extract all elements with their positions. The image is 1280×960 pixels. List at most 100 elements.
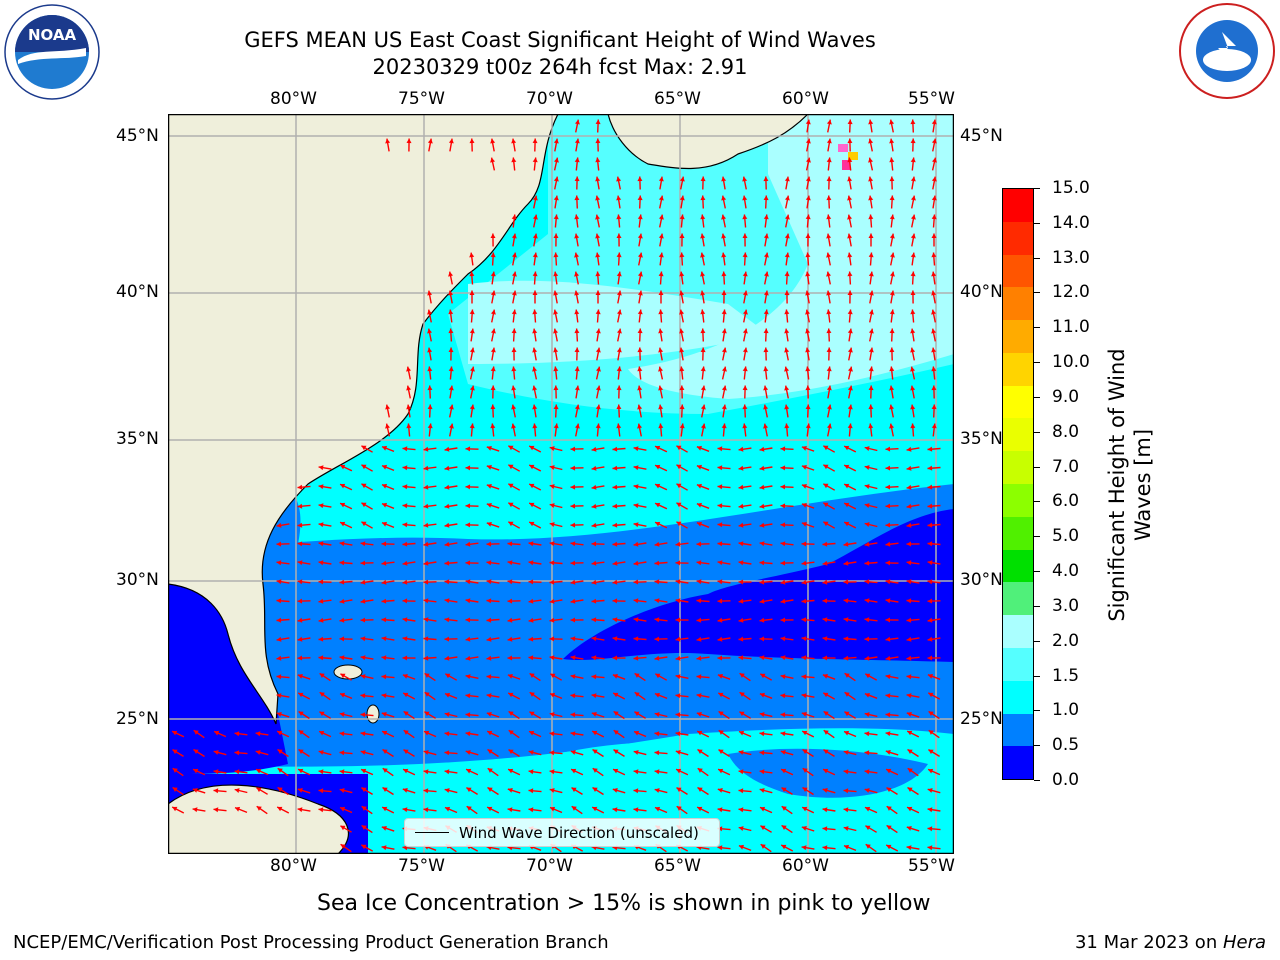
wind-wave-arrowhead xyxy=(928,692,934,698)
colorbar-tick-label: 2.0 xyxy=(1052,630,1080,651)
wind-wave-arrowhead xyxy=(738,446,744,452)
wind-wave-arrowhead xyxy=(717,617,723,623)
wind-wave-arrowhead xyxy=(340,806,346,812)
wind-wave-arrowhead xyxy=(889,138,895,144)
colorbar-tick-mark xyxy=(1034,710,1040,712)
wind-wave-arrowhead xyxy=(591,674,597,680)
wind-wave-arrowhead xyxy=(910,347,916,353)
wind-wave-arrowhead xyxy=(318,617,324,623)
wind-wave-arrowhead xyxy=(637,214,643,220)
wind-wave-arrowhead xyxy=(868,138,874,144)
wind-wave-arrowhead xyxy=(864,503,870,508)
wind-wave-arrowhead xyxy=(885,446,891,452)
wind-wave-arrowhead xyxy=(570,522,576,528)
wind-wave-arrowhead xyxy=(697,806,703,812)
wind-wave-arrowhead xyxy=(764,271,769,277)
wind-wave-arrowhead xyxy=(528,788,534,794)
wind-wave-arrowhead xyxy=(490,157,495,163)
wind-wave-arrowhead xyxy=(889,328,895,334)
wind-wave-arrowhead xyxy=(864,598,870,604)
wind-wave-arrowhead xyxy=(801,693,807,699)
wind-wave-arrowhead xyxy=(574,195,580,201)
wind-wave-arrowhead xyxy=(655,445,661,451)
wind-wave-arrowhead xyxy=(760,673,766,679)
wind-wave-arrowhead xyxy=(697,749,703,754)
wind-wave-arrowhead xyxy=(633,788,639,794)
wind-wave-arrowhead xyxy=(721,385,727,391)
wind-wave-arrowhead xyxy=(381,826,387,831)
wind-wave-arrowhead xyxy=(696,560,702,566)
wind-wave-arrowhead xyxy=(633,636,639,642)
wind-wave-arrowhead xyxy=(318,655,324,661)
wind-wave-arrowhead xyxy=(759,712,765,717)
wind-wave-arrowhead xyxy=(784,176,790,182)
wind-wave-arrowhead xyxy=(738,636,744,642)
wind-wave-arrowhead xyxy=(276,693,282,699)
wind-wave-arrowhead xyxy=(717,845,723,851)
wind-wave-arrowhead xyxy=(738,598,744,604)
wind-wave-arrowhead xyxy=(444,484,450,490)
wind-wave-arrowhead xyxy=(382,502,388,508)
wind-wave-arrowhead xyxy=(532,404,538,410)
wind-wave-arrowhead xyxy=(910,233,916,239)
wind-wave-arrowhead xyxy=(654,712,660,717)
wind-wave-arrowhead xyxy=(448,138,454,144)
wind-wave-arrowhead xyxy=(658,366,663,372)
wind-wave-arrowhead xyxy=(654,655,660,661)
wind-wave-arrowhead xyxy=(721,195,727,201)
wind-wave-arrowhead xyxy=(532,157,538,163)
wind-wave-arrowhead xyxy=(511,328,517,334)
wind-wave-arrowhead xyxy=(827,404,832,410)
wind-wave-arrowhead xyxy=(402,560,408,566)
wind-wave-arrowhead xyxy=(907,806,913,812)
wind-wave-arrowhead xyxy=(529,445,535,451)
wind-wave-arrowhead xyxy=(406,366,411,372)
wind-wave-arrowhead xyxy=(612,541,618,547)
sea-ice-patch xyxy=(848,152,858,160)
wind-wave-arrowhead xyxy=(213,788,219,794)
wind-wave-arrowhead xyxy=(318,788,324,794)
colorbar-segment xyxy=(1003,647,1033,681)
wind-wave-arrowhead xyxy=(402,788,408,793)
wind-wave-arrowhead xyxy=(700,328,706,334)
wind-wave-arrowhead xyxy=(868,157,873,163)
wind-wave-arrowhead xyxy=(696,579,702,585)
wind-wave-arrowhead xyxy=(444,465,450,471)
wind-wave-arrowhead xyxy=(595,233,601,239)
wind-wave-arrowhead xyxy=(868,119,874,125)
wind-wave-arrowhead xyxy=(717,598,723,604)
wind-wave-arrowhead xyxy=(780,503,786,509)
wind-wave-arrowhead xyxy=(823,749,829,755)
wind-wave-arrowhead xyxy=(361,483,367,489)
wind-wave-arrowhead xyxy=(889,195,895,201)
wind-wave-arrowhead xyxy=(721,271,727,277)
wind-wave-arrowhead xyxy=(633,750,639,755)
wind-wave-arrowhead xyxy=(298,692,304,698)
wind-wave-arrowhead xyxy=(381,598,387,604)
wind-wave-arrowhead xyxy=(889,157,895,163)
colorbar-stack xyxy=(1003,189,1033,780)
wind-wave-arrowhead xyxy=(465,750,471,755)
wind-wave-arrowhead xyxy=(868,328,874,334)
wind-wave-arrowhead xyxy=(465,712,471,718)
wind-wave-arrowhead xyxy=(763,366,769,372)
wind-wave-arrowhead xyxy=(381,541,387,547)
lat-label-right: 40°N xyxy=(960,282,1003,302)
wind-wave-arrowhead xyxy=(805,385,811,391)
wind-wave-arrowhead xyxy=(848,366,853,372)
wind-wave-arrowhead xyxy=(889,119,895,125)
wind-wave-arrowhead xyxy=(738,826,744,831)
wind-wave-arrowhead xyxy=(847,119,853,125)
wind-wave-arrowhead xyxy=(654,769,660,775)
legend-line-icon xyxy=(415,832,449,833)
wind-wave-arrowhead xyxy=(780,560,786,566)
wind-wave-arrowhead xyxy=(427,385,433,391)
wind-wave-arrowhead xyxy=(469,252,475,258)
wind-wave-arrowhead xyxy=(717,465,723,471)
wind-wave-arrowhead xyxy=(423,579,429,585)
wind-wave-arrowhead xyxy=(885,617,890,623)
wind-wave-arrowhead xyxy=(696,598,702,604)
wind-wave-arrowhead xyxy=(910,119,916,125)
wind-wave-arrowhead xyxy=(465,731,471,737)
wind-wave-arrowhead xyxy=(448,385,454,391)
